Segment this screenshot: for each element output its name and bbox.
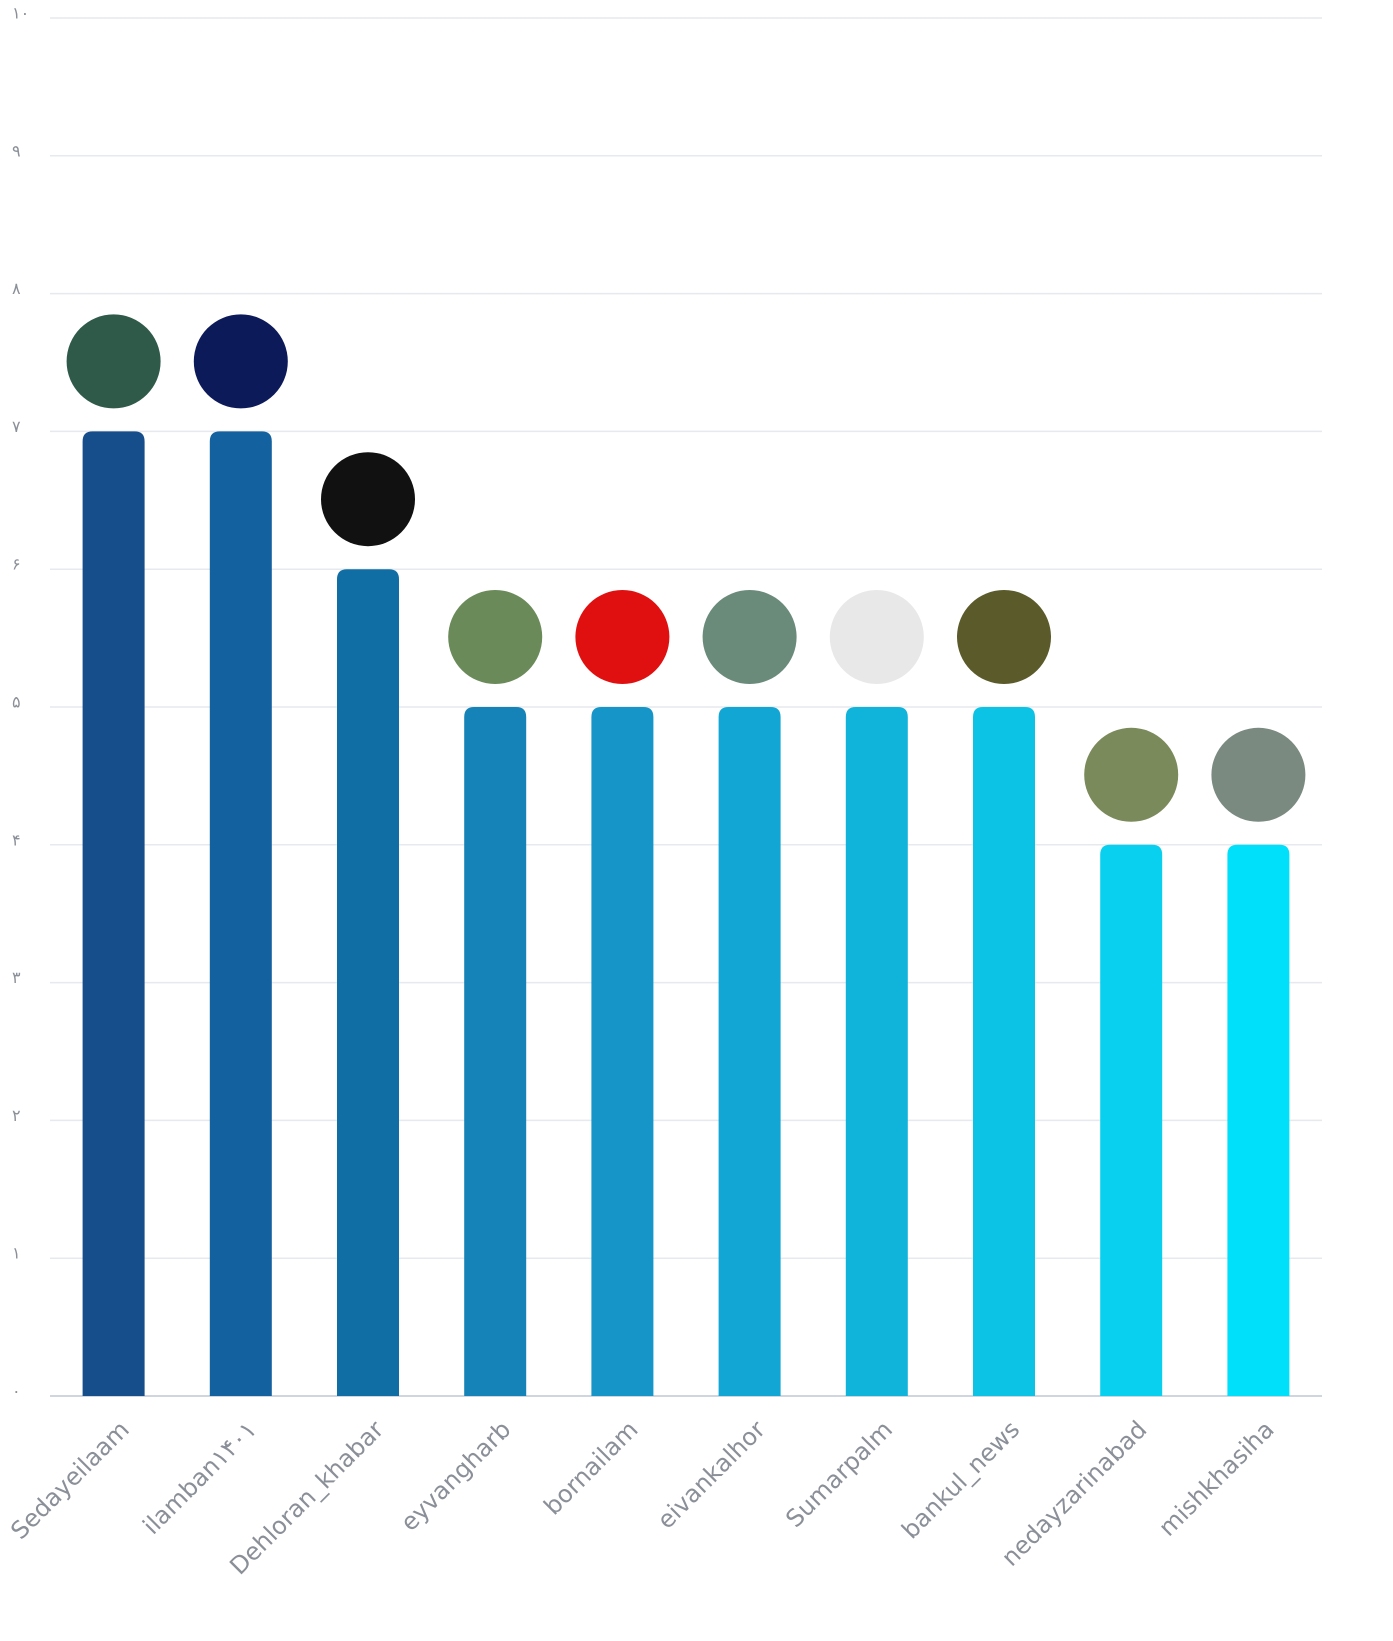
avatar bbox=[321, 452, 415, 547]
bar bbox=[464, 707, 527, 1396]
x-tick-label: mishkhasiha bbox=[1153, 1415, 1279, 1541]
avatar bbox=[957, 590, 1051, 684]
avatar bbox=[66, 314, 161, 409]
x-tick-label: eivankalhor bbox=[652, 1415, 771, 1534]
bar bbox=[718, 707, 781, 1396]
x-tick-label: Sumarpalm bbox=[780, 1415, 898, 1533]
x-tick-label: bankul_news bbox=[896, 1415, 1025, 1544]
x-tick-label: Sedayeilaam bbox=[5, 1415, 134, 1544]
bar bbox=[1227, 844, 1290, 1396]
y-tick-label: ۴ bbox=[12, 830, 21, 849]
avatar bbox=[1211, 727, 1306, 822]
avatar bbox=[448, 590, 543, 684]
bar bbox=[1100, 844, 1163, 1396]
bar bbox=[82, 431, 145, 1396]
bar bbox=[209, 431, 272, 1396]
avatar bbox=[1084, 727, 1179, 822]
bar bbox=[591, 707, 654, 1396]
y-tick-label: ۰ bbox=[12, 1382, 21, 1401]
avatar bbox=[829, 590, 924, 684]
y-tick-label: ۹ bbox=[12, 141, 21, 160]
y-tick-label: ۵ bbox=[12, 693, 21, 712]
x-tick-label: ilamban۱۴۰۱ bbox=[137, 1415, 262, 1540]
x-tick-label: eyvangharb bbox=[395, 1415, 516, 1536]
y-tick-label: ۱ bbox=[12, 1244, 21, 1263]
avatar bbox=[575, 590, 670, 684]
y-tick-label: ۱۰ bbox=[12, 4, 29, 23]
avatar bbox=[193, 314, 288, 409]
avatar bbox=[702, 590, 797, 684]
bar bbox=[973, 707, 1035, 1396]
y-tick-label: ۳ bbox=[12, 968, 21, 987]
y-tick-label: ۷ bbox=[12, 417, 21, 436]
y-tick-label: ۸ bbox=[12, 279, 21, 298]
bar bbox=[845, 707, 908, 1396]
y-tick-label: ۶ bbox=[12, 555, 21, 574]
x-tick-label: bornailam bbox=[538, 1415, 643, 1520]
bar bbox=[337, 569, 399, 1396]
y-tick-label: ۲ bbox=[12, 1106, 21, 1125]
